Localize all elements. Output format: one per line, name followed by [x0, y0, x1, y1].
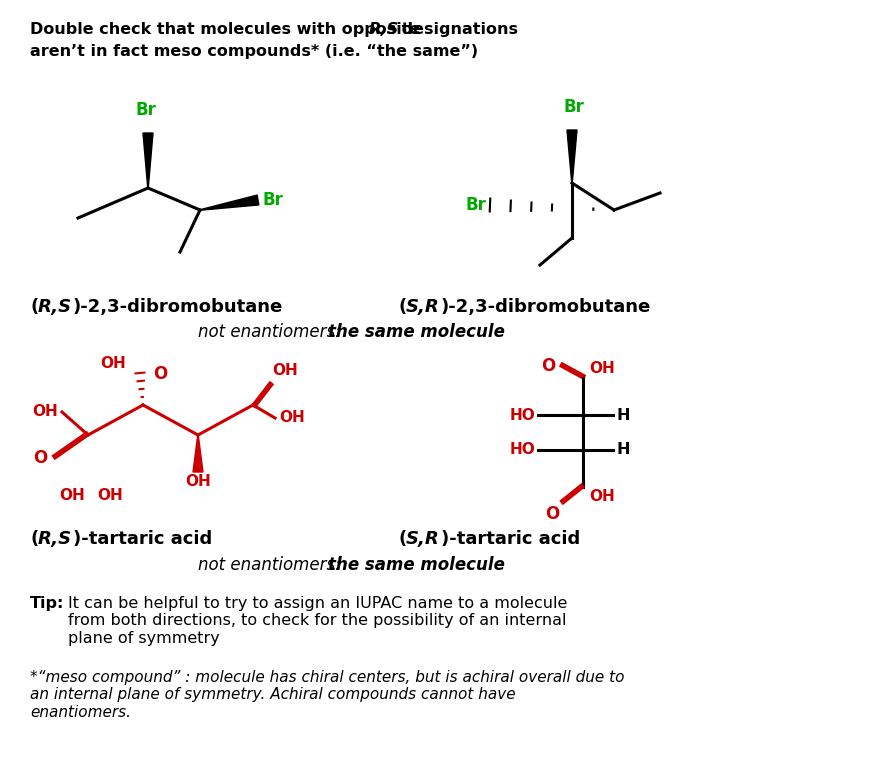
Text: OH: OH	[59, 488, 85, 503]
Text: (: (	[30, 298, 39, 316]
Text: )-2,3-dibromobutane: )-2,3-dibromobutane	[441, 298, 651, 316]
Text: It can be helpful to try to assign an IUPAC name to a molecule
from both directi: It can be helpful to try to assign an IU…	[68, 596, 568, 646]
Text: HO: HO	[509, 407, 535, 422]
Text: O: O	[153, 365, 167, 383]
Text: aren’t in fact meso compounds* (i.e. “the same”): aren’t in fact meso compounds* (i.e. “th…	[30, 44, 478, 59]
Text: S,R: S,R	[406, 298, 440, 316]
Text: OH: OH	[272, 363, 298, 378]
Text: (: (	[30, 530, 39, 548]
Text: HO: HO	[509, 442, 535, 458]
Text: O: O	[32, 449, 47, 467]
Text: R,S: R,S	[38, 530, 72, 548]
Text: R,S: R,S	[38, 298, 72, 316]
Text: Br: Br	[262, 191, 283, 209]
Polygon shape	[200, 195, 258, 210]
Text: O: O	[545, 505, 559, 523]
Text: Tip:: Tip:	[30, 596, 64, 611]
Text: (: (	[398, 298, 406, 316]
Text: OH: OH	[185, 474, 211, 489]
Text: (: (	[398, 530, 406, 548]
Text: H: H	[616, 407, 630, 422]
Text: OH: OH	[100, 356, 126, 371]
Text: OH: OH	[32, 404, 58, 419]
Text: Br: Br	[563, 98, 584, 116]
Text: OH: OH	[97, 488, 123, 503]
Text: the same molecule: the same molecule	[328, 556, 505, 574]
Text: O: O	[540, 357, 555, 375]
Text: Double check that molecules with opposite: Double check that molecules with opposit…	[30, 22, 426, 37]
Text: not enantiomers:: not enantiomers:	[198, 323, 346, 341]
Text: R,S: R,S	[369, 22, 399, 37]
Text: Br: Br	[465, 196, 486, 214]
Text: )-tartaric acid: )-tartaric acid	[73, 530, 212, 548]
Text: )-tartaric acid: )-tartaric acid	[441, 530, 580, 548]
Text: the same molecule: the same molecule	[328, 323, 505, 341]
Polygon shape	[143, 133, 153, 188]
Polygon shape	[193, 435, 203, 472]
Text: OH: OH	[279, 410, 305, 426]
Text: Br: Br	[136, 101, 157, 119]
Text: designations: designations	[396, 22, 518, 37]
Text: *“meso compound” : molecule has chiral centers, but is achiral overall due to
an: *“meso compound” : molecule has chiral c…	[30, 670, 625, 720]
Text: OH: OH	[589, 361, 615, 376]
Text: )-2,3-dibromobutane: )-2,3-dibromobutane	[73, 298, 283, 316]
Text: H: H	[616, 442, 630, 458]
Text: not enantiomers:: not enantiomers:	[198, 556, 346, 574]
Text: OH: OH	[589, 489, 615, 504]
Text: S,R: S,R	[406, 530, 440, 548]
Polygon shape	[567, 130, 577, 183]
